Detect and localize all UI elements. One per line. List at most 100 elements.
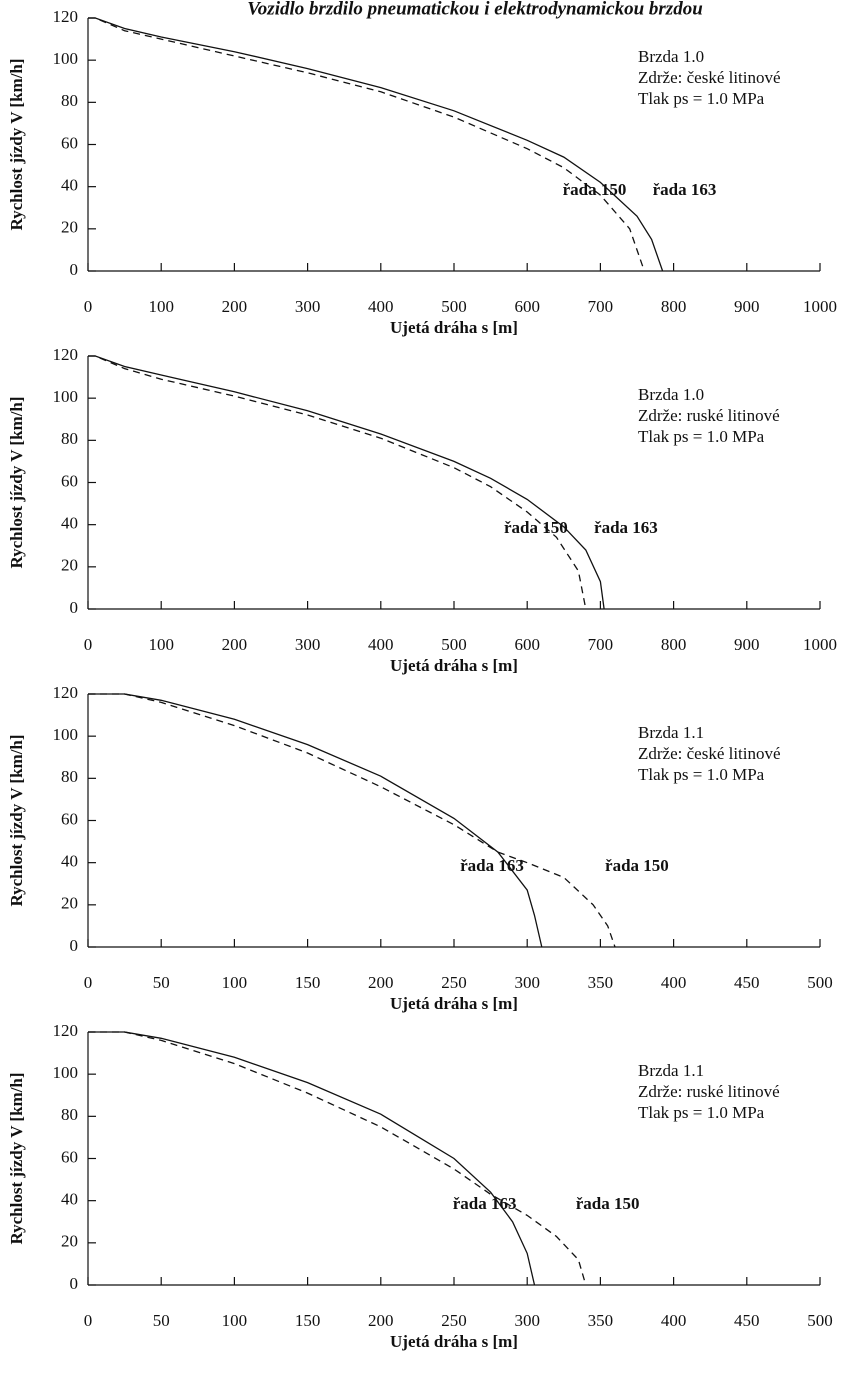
x-tick-label: 200 <box>222 297 248 316</box>
y-axis-title: Rychlost jízdy V [km/h] <box>7 734 26 906</box>
x-tick-label: 200 <box>222 635 248 654</box>
x-tick-label: 1000 <box>803 297 837 316</box>
y-tick-label: 80 <box>61 91 78 110</box>
x-tick-label: 0 <box>84 635 93 654</box>
y-tick-label: 120 <box>53 345 79 364</box>
x-tick-label: 800 <box>661 635 687 654</box>
x-tick-label: 350 <box>588 1311 614 1330</box>
series-label: řada 150 <box>576 1194 640 1213</box>
x-tick-label: 100 <box>148 635 174 654</box>
y-tick-label: 100 <box>53 49 79 68</box>
x-tick-label: 450 <box>734 973 760 992</box>
x-tick-label: 500 <box>807 1311 833 1330</box>
x-tick-label: 900 <box>734 635 760 654</box>
x-tick-label: 400 <box>368 635 394 654</box>
line <box>88 693 616 948</box>
y-tick-label: 120 <box>53 7 79 26</box>
y-tick-label: 80 <box>61 767 78 786</box>
x-tick-label: 50 <box>153 1311 170 1330</box>
x-tick-label: 1000 <box>803 635 837 654</box>
y-tick-label: 20 <box>61 1232 78 1251</box>
x-axis-title: Ujetá dráha s [m] <box>390 318 518 337</box>
y-tick-label: 40 <box>61 1190 78 1209</box>
x-axis-title: Ujetá dráha s [m] <box>390 656 518 675</box>
x-tick-label: 100 <box>222 1311 248 1330</box>
x-tick-label: 250 <box>441 1311 467 1330</box>
y-tick-label: 20 <box>61 218 78 237</box>
y-tick-label: 0 <box>70 260 79 279</box>
line <box>88 1031 587 1286</box>
y-tick-label: 0 <box>70 598 79 617</box>
series-label: řada 163 <box>453 1194 517 1213</box>
y-tick-label: 20 <box>61 556 78 575</box>
x-tick-label: 900 <box>734 297 760 316</box>
annotation: Zdrže: české litinové <box>638 68 781 87</box>
x-tick-label: 0 <box>84 973 93 992</box>
series-label: řada 163 <box>594 518 658 537</box>
y-tick-label: 100 <box>53 1063 79 1082</box>
x-tick-label: 400 <box>368 297 394 316</box>
chart-title: Vozidlo brzdilo pneumatickou i elektrody… <box>247 0 703 19</box>
x-tick-label: 400 <box>661 1311 687 1330</box>
annotation: Tlak ps = 1.0 MPa <box>638 765 765 784</box>
series-label: řada 150 <box>563 180 627 199</box>
line <box>88 17 645 272</box>
x-tick-label: 0 <box>84 1311 93 1330</box>
line <box>88 1031 536 1286</box>
x-tick-label: 400 <box>661 973 687 992</box>
x-tick-label: 800 <box>661 297 687 316</box>
annotation: Brzda 1.0 <box>638 47 704 66</box>
annotation: Brzda 1.0 <box>638 385 704 404</box>
x-tick-label: 150 <box>295 1311 321 1330</box>
line <box>88 355 587 610</box>
series-label: řada 150 <box>605 856 669 875</box>
x-tick-label: 500 <box>807 973 833 992</box>
annotation: Zdrže: ruské litinové <box>638 1082 780 1101</box>
y-tick-label: 100 <box>53 387 79 406</box>
x-tick-label: 300 <box>295 635 321 654</box>
x-tick-label: 600 <box>514 635 540 654</box>
x-tick-label: 350 <box>588 973 614 992</box>
y-tick-label: 120 <box>53 683 79 702</box>
y-tick-label: 60 <box>61 1147 78 1166</box>
x-tick-label: 500 <box>441 635 467 654</box>
x-tick-label: 100 <box>222 973 248 992</box>
x-tick-label: 500 <box>441 297 467 316</box>
x-tick-label: 700 <box>588 297 614 316</box>
y-tick-label: 60 <box>61 809 78 828</box>
x-tick-label: 700 <box>588 635 614 654</box>
y-tick-label: 0 <box>70 1274 79 1293</box>
x-tick-label: 250 <box>441 973 467 992</box>
x-axis-title: Ujetá dráha s [m] <box>390 1332 518 1351</box>
line <box>88 355 605 610</box>
y-tick-label: 100 <box>53 725 79 744</box>
x-tick-label: 300 <box>295 297 321 316</box>
series-label: řada 150 <box>504 518 568 537</box>
y-axis-title: Rychlost jízdy V [km/h] <box>7 1072 26 1244</box>
x-tick-label: 450 <box>734 1311 760 1330</box>
y-tick-label: 40 <box>61 176 78 195</box>
x-tick-label: 300 <box>514 973 540 992</box>
annotation: Brzda 1.1 <box>638 723 704 742</box>
x-tick-label: 200 <box>368 973 394 992</box>
series-label: řada 163 <box>460 856 524 875</box>
line <box>88 693 543 948</box>
y-axis-title: Rychlost jízdy V [km/h] <box>7 396 26 568</box>
y-axis-title: Rychlost jízdy V [km/h] <box>7 58 26 230</box>
annotation: Tlak ps = 1.0 MPa <box>638 1103 765 1122</box>
y-tick-label: 20 <box>61 894 78 913</box>
x-axis-title: Ujetá dráha s [m] <box>390 994 518 1013</box>
annotation: Zdrže: české litinové <box>638 744 781 763</box>
x-tick-label: 200 <box>368 1311 394 1330</box>
line <box>88 17 664 272</box>
annotation: Zdrže: ruské litinové <box>638 406 780 425</box>
y-tick-label: 120 <box>53 1021 79 1040</box>
x-tick-label: 100 <box>148 297 174 316</box>
annotation: Tlak ps = 1.0 MPa <box>638 427 765 446</box>
y-tick-label: 40 <box>61 514 78 533</box>
y-tick-label: 80 <box>61 429 78 448</box>
y-tick-label: 60 <box>61 133 78 152</box>
series-label: řada 163 <box>653 180 717 199</box>
